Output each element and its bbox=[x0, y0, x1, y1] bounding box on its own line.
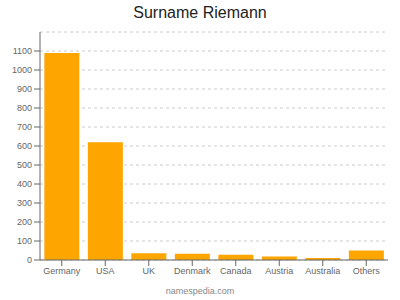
svg-text:400: 400 bbox=[17, 179, 32, 189]
svg-text:Denmark: Denmark bbox=[174, 266, 211, 276]
svg-text:UK: UK bbox=[142, 266, 155, 276]
svg-text:Australia: Australia bbox=[305, 266, 340, 276]
svg-text:500: 500 bbox=[17, 160, 32, 170]
svg-text:900: 900 bbox=[17, 84, 32, 94]
svg-text:Austria: Austria bbox=[265, 266, 293, 276]
svg-text:0: 0 bbox=[27, 255, 32, 265]
html-text:Surname Riemann: Surname Riemann bbox=[133, 4, 267, 21]
svg-text:1100: 1100 bbox=[13, 46, 32, 56]
svg-text:200: 200 bbox=[17, 217, 32, 227]
svg-text:Canada: Canada bbox=[220, 266, 252, 276]
svg-text:800: 800 bbox=[17, 103, 32, 113]
svg-text:600: 600 bbox=[17, 141, 32, 151]
svg-text:Germany: Germany bbox=[43, 266, 81, 276]
svg-text:700: 700 bbox=[17, 122, 32, 132]
svg-text:USA: USA bbox=[96, 266, 115, 276]
svg-text:1000: 1000 bbox=[12, 65, 32, 75]
svg-text:Others: Others bbox=[353, 266, 381, 276]
svg-text:300: 300 bbox=[17, 198, 32, 208]
html-text:namespedia.com: namespedia.com bbox=[165, 286, 235, 296]
svg-text:100: 100 bbox=[17, 236, 32, 246]
